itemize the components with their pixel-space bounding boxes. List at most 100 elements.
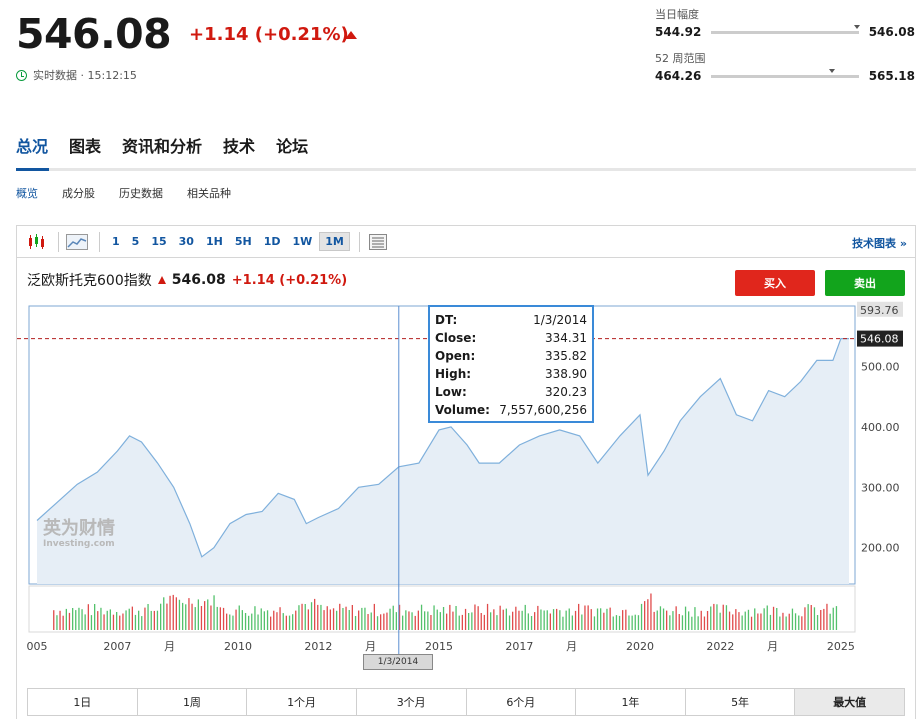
volume-bar [364, 607, 366, 630]
toolbar-separator [99, 231, 100, 252]
volume-bar [398, 604, 401, 630]
tooltip-open: 335.82 [545, 349, 587, 363]
volume-bar [562, 616, 564, 630]
volume-bar [229, 614, 231, 630]
volume-bar [772, 606, 775, 630]
volume-bar [153, 610, 155, 630]
volume-bar [414, 615, 416, 630]
candlestick-icon[interactable] [25, 232, 47, 252]
interval-1[interactable]: 1 [112, 235, 120, 248]
interval-1h[interactable]: 1H [205, 235, 223, 248]
tech-chart-link[interactable]: 技术图表 » [852, 237, 907, 250]
volume-bar [386, 612, 388, 630]
volume-bar [383, 613, 385, 630]
volume-bar [210, 605, 212, 630]
period-1y[interactable]: 1年 [576, 689, 686, 715]
tab-technical[interactable]: 技术 [223, 137, 256, 156]
volume-bar [116, 612, 118, 630]
period-6m[interactable]: 6个月 [467, 689, 577, 715]
x-tick-label: 2020 [626, 640, 654, 653]
realtime-status: 实时数据 · 15:12:15 [16, 67, 137, 83]
interval-15[interactable]: 15 [151, 235, 167, 248]
volume-bar [395, 612, 397, 630]
volume-bar [87, 604, 89, 630]
period-1m[interactable]: 1个月 [247, 689, 357, 715]
subtab-historical-data[interactable]: 历史数据 [119, 187, 163, 200]
subtab-components[interactable]: 成分股 [62, 187, 95, 200]
tab-overview[interactable]: 总况 [16, 137, 49, 156]
volume-bar [744, 611, 746, 630]
day-range-marker [854, 24, 861, 29]
volume-bar [732, 614, 734, 630]
volume-bar [200, 606, 203, 630]
interval-30[interactable]: 30 [178, 235, 194, 248]
volume-bar [156, 610, 159, 630]
sell-button[interactable]: 卖出 [825, 270, 905, 296]
volume-bar [568, 608, 570, 630]
interval-5h[interactable]: 5H [234, 235, 252, 248]
price-value: 546.08 [16, 10, 172, 58]
tab-forum[interactable]: 论坛 [276, 137, 309, 156]
tab-news-analysis[interactable]: 资讯和分析 [122, 137, 203, 156]
interval-1d[interactable]: 1D [263, 235, 281, 248]
price-chart[interactable]: 200.00 300.00 400.00 500.00 593.76 546.08 英为财情… [17, 226, 915, 686]
volume-bar [816, 615, 819, 630]
period-5y[interactable]: 5年 [686, 689, 796, 715]
tab-chart[interactable]: 图表 [69, 137, 102, 156]
volume-bar [637, 615, 640, 630]
volume-bar [172, 594, 174, 630]
volume-bar [295, 610, 297, 630]
interval-5[interactable]: 5 [131, 235, 140, 248]
up-arrow-icon [345, 31, 357, 39]
period-3m[interactable]: 3个月 [357, 689, 467, 715]
volume-bar [823, 608, 825, 630]
volume-bar [119, 615, 121, 630]
volume-bar [238, 605, 240, 630]
buy-button[interactable]: 买入 [735, 270, 815, 296]
volume-bar [537, 605, 539, 630]
volume-bar [757, 613, 759, 630]
volume-bar [644, 601, 646, 630]
tooltip-dt-label: DT: [435, 313, 458, 327]
volume-bar [219, 607, 221, 630]
volume-bar [606, 608, 608, 630]
volume-bar [483, 614, 485, 630]
table-view-icon[interactable] [367, 232, 389, 252]
volume-bar [496, 615, 498, 630]
volume-bar [323, 610, 325, 630]
volume-bar [452, 611, 454, 630]
subtab-related[interactable]: 相关品种 [187, 187, 231, 200]
period-1d[interactable]: 1日 [28, 689, 138, 715]
area-chart-icon[interactable] [66, 232, 88, 252]
volume-bar [678, 614, 680, 630]
volume-bar [339, 603, 341, 630]
volume-bar [263, 611, 265, 630]
volume-bar [788, 613, 790, 630]
crosshair-date-flag: 1/3/2014 [363, 654, 433, 670]
interval-1w[interactable]: 1W [292, 235, 313, 248]
period-max[interactable]: 最大值 [795, 689, 904, 715]
volume-bar [684, 606, 687, 630]
volume-bar [766, 605, 768, 630]
volume-bar [515, 606, 517, 630]
up-arrow-icon [157, 276, 166, 284]
volume-bar [160, 603, 162, 630]
tooltip-low-label: Low: [435, 385, 467, 399]
volume-bar [358, 610, 360, 630]
volume-bar [581, 614, 583, 630]
volume-bar [728, 611, 731, 630]
volume-bar [691, 616, 693, 630]
realtime-label: 实时数据 · 15:12:15 [33, 69, 137, 82]
volume-bar [351, 605, 353, 630]
volume-bar [813, 607, 816, 630]
volume-bar [508, 615, 511, 630]
volume-bar [615, 615, 618, 630]
x-tick-label: 月 [767, 640, 778, 653]
subtab-summary[interactable]: 概览 [16, 187, 38, 200]
period-1w[interactable]: 1周 [138, 689, 248, 715]
interval-1m[interactable]: 1M [319, 232, 350, 251]
x-tick-label: 2012 [304, 640, 332, 653]
volume-bar [735, 609, 737, 630]
week52-range-bar [711, 68, 859, 78]
volume-bar [62, 615, 64, 630]
